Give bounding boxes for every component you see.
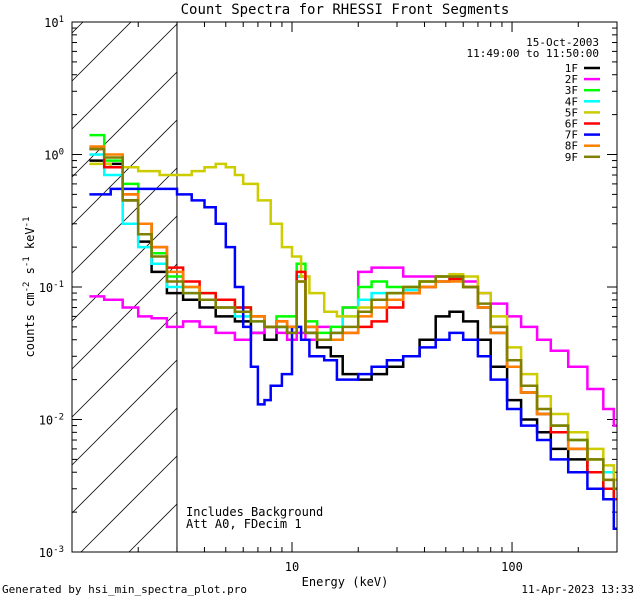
hatch-lines xyxy=(71,21,178,553)
time-range-label: 11:49:00 to 11:50:00 xyxy=(467,47,599,60)
y-tick-labels: 10-3 10-2 10-1 100 101 xyxy=(39,15,64,560)
x-axis-label: Energy (keV) xyxy=(302,575,389,589)
y-tick-label: 101 xyxy=(44,15,64,30)
hatch-line xyxy=(71,71,178,178)
y-tick-label: 10-1 xyxy=(39,280,64,295)
hatch-line xyxy=(71,359,178,466)
annotation-background: Includes Background xyxy=(186,505,323,519)
series-line-6f xyxy=(89,147,617,501)
y-tick-label: 100 xyxy=(44,148,64,163)
hatched-region xyxy=(71,21,178,553)
legend-label-4f: 4F xyxy=(565,95,578,108)
series-line-7f xyxy=(89,187,617,530)
hatch-line xyxy=(71,263,178,370)
x-tick-label: 10 xyxy=(285,560,299,574)
plot-frame xyxy=(71,21,618,553)
legend-label-5f: 5F xyxy=(565,106,578,119)
hatch-line xyxy=(71,311,178,418)
hatch-line xyxy=(71,21,132,82)
hatch-line xyxy=(128,503,178,553)
hatch-line xyxy=(71,23,178,130)
series-line-1f xyxy=(89,159,617,501)
hatch-line xyxy=(71,119,178,226)
footer-timestamp: 11-Apr-2023 13:33 xyxy=(521,583,634,596)
annotation-attenuator: Att A0, FDecim 1 xyxy=(186,517,302,531)
legend-label-7f: 7F xyxy=(565,129,578,142)
series-lines xyxy=(89,133,617,530)
legend-label-1f: 1F xyxy=(565,62,578,75)
y-axis-label: counts cm-2 s-1 keV-1 xyxy=(22,217,37,358)
hatch-line xyxy=(80,455,178,553)
hatch-line xyxy=(71,407,178,514)
hatch-line xyxy=(71,167,178,274)
legend-label-3f: 3F xyxy=(565,84,578,97)
axis-ticks xyxy=(71,22,618,553)
date-label: 15-Oct-2003 xyxy=(526,36,599,49)
y-tick-label: 10-3 xyxy=(39,545,64,560)
legend-label-6f: 6F xyxy=(565,118,578,131)
hatch-line xyxy=(71,215,178,322)
chart-title: Count Spectra for RHESSI Front Segments xyxy=(181,2,510,18)
footer-generated-by: Generated by hsi_min_spectra_plot.pro xyxy=(2,583,248,596)
legend-label-8f: 8F xyxy=(565,140,578,153)
x-tick-label: 100 xyxy=(501,560,523,574)
series-line-9f xyxy=(89,147,617,491)
x-tick-labels: 10 100 xyxy=(285,560,523,574)
legend-label-2f: 2F xyxy=(565,73,578,86)
hatch-line xyxy=(71,21,84,34)
y-tick-label: 10-2 xyxy=(39,413,64,428)
legend-label-9f: 9F xyxy=(565,151,578,164)
